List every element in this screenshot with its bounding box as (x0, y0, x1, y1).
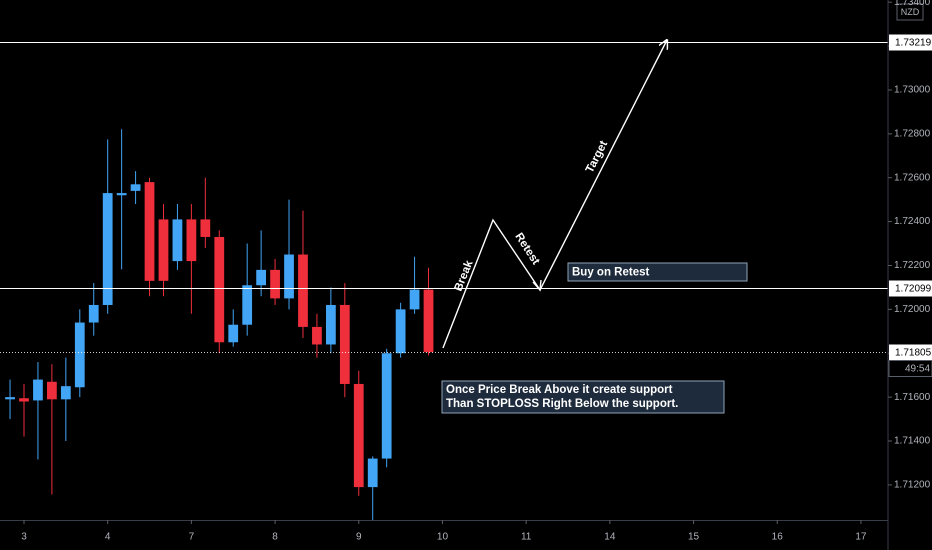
candle-body (60, 386, 71, 400)
candle-body (19, 398, 29, 402)
currency-label: NZD (901, 7, 920, 17)
y-tick-label: 1.72600 (894, 172, 931, 183)
x-tick-label: 10 (437, 532, 449, 543)
candle-body (214, 236, 225, 343)
candle-body (47, 381, 57, 400)
annotation-text: Buy on Retest (572, 267, 649, 279)
x-tick-label: 11 (521, 532, 532, 543)
candle-body (284, 254, 294, 299)
candle-body (116, 193, 127, 196)
candle-body (5, 397, 15, 400)
candle-body (186, 219, 197, 262)
candle-body (423, 289, 434, 353)
candle-body (256, 269, 267, 286)
countdown-label: 49:54 (905, 364, 930, 375)
y-tick-label: 1.72400 (894, 216, 931, 227)
x-tick-label: 3 (21, 532, 27, 543)
countdown-badge (888, 360, 932, 377)
candle-body (270, 269, 280, 299)
candle-body (367, 458, 378, 488)
y-tick-label: 1.71400 (894, 436, 931, 447)
price-level-badge (889, 280, 932, 297)
price-level-label: 1.71805 (895, 348, 932, 359)
y-tick-label: 1.72000 (894, 304, 931, 315)
projection-arrow (442, 40, 667, 349)
candle-body (325, 304, 336, 345)
candle-body (102, 193, 113, 305)
candle-body (381, 353, 392, 459)
plot-area (0, 42, 888, 527)
y-tick-label: 1.73000 (894, 85, 931, 96)
candle-body (312, 326, 322, 345)
x-tick-label: 8 (272, 532, 278, 543)
y-tick-label: 1.71200 (894, 480, 931, 491)
candle-body (172, 219, 183, 262)
price-level-label: 1.73219 (895, 38, 932, 49)
y-tick-label: 1.71600 (894, 392, 931, 403)
y-tick-label: 1.72200 (894, 260, 931, 271)
y-tick-label: 1.73400 (894, 0, 931, 8)
candle-body (228, 324, 239, 343)
annotation-text: Once Price Break Above it create support (446, 384, 673, 396)
price-level-badge (889, 344, 932, 361)
annotation-text: Than STOPLOSS Right Below the support. (446, 398, 678, 410)
candle-body (74, 322, 85, 388)
annotation-box (567, 262, 748, 282)
candle-body (158, 219, 169, 281)
candle-body (242, 285, 253, 325)
time-axis (0, 520, 932, 550)
candle-body (144, 182, 155, 281)
candle-body (33, 379, 43, 401)
x-tick-label: 14 (604, 532, 616, 543)
candle-body (353, 383, 364, 488)
annotation-box (441, 380, 725, 414)
currency-badge (896, 3, 924, 21)
price-level-badge (889, 34, 932, 51)
candle-body (130, 184, 141, 191)
candle-body (395, 309, 406, 354)
price-level-label: 1.72099 (895, 284, 932, 295)
arrow-head (532, 279, 542, 292)
x-tick-label: 4 (105, 532, 111, 543)
x-tick-label: 15 (688, 532, 700, 543)
x-tick-label: 9 (356, 532, 362, 543)
x-tick-label: 7 (189, 532, 195, 543)
x-tick-label: 16 (772, 532, 784, 543)
candle-body (88, 304, 99, 323)
candle-body (409, 289, 420, 310)
price-axis (888, 0, 932, 550)
candle-body (200, 219, 211, 237)
candle-body (298, 254, 308, 327)
candle-body (339, 304, 350, 384)
x-tick-label: 17 (855, 532, 867, 543)
y-tick-label: 1.72800 (894, 128, 931, 139)
